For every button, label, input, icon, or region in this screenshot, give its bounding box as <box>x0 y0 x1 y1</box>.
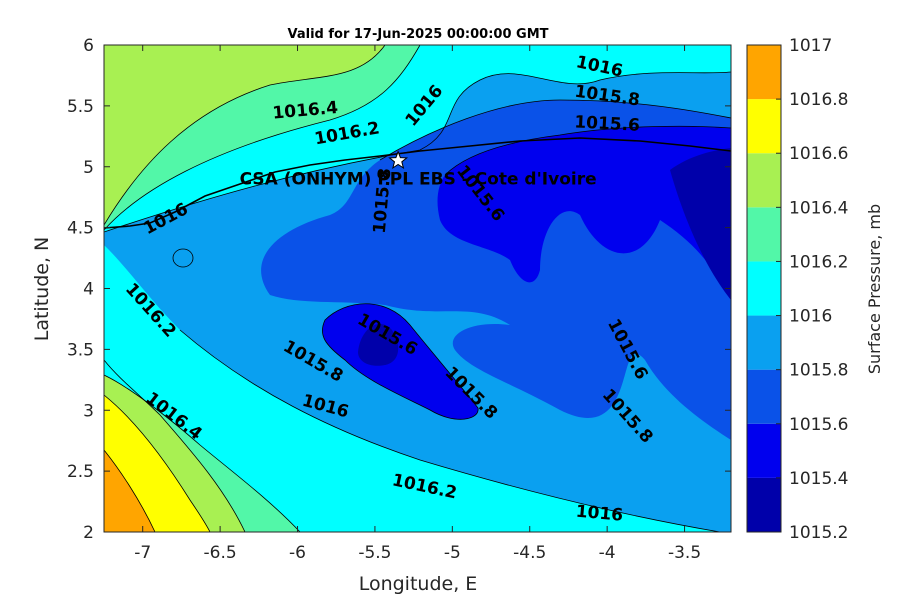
y-tick-label: 4 <box>83 280 94 300</box>
y-tick-label: 2 <box>83 523 94 543</box>
x-tick-label: -5.5 <box>358 543 391 563</box>
field-band-1015-4-south <box>322 303 479 420</box>
y-axis: 2 2.5 3 3.5 4 4.5 5 5.5 6 <box>67 36 731 543</box>
y-tick-label: 5.5 <box>67 97 94 117</box>
y-tick-label: 6 <box>83 36 94 56</box>
x-axis: -7 -6.5 -6 -5.5 -5 -4.5 -4 -3.5 <box>134 45 701 563</box>
colorbar-tick-label: 1016.4 <box>789 198 848 218</box>
y-tick-label: 4.5 <box>67 219 94 239</box>
x-axis-label: Longitude, E <box>359 573 478 595</box>
y-tick-label: 3 <box>83 401 94 421</box>
y-tick-label: 5 <box>83 158 94 178</box>
colorbar-tick-label: 1015.2 <box>789 523 848 543</box>
x-tick-label: -4.5 <box>513 543 546 563</box>
y-axis-label: Latitude, N <box>31 237 53 342</box>
plot-area <box>104 45 731 532</box>
coastline <box>104 137 731 229</box>
contour-label: 1015.6 <box>574 112 641 135</box>
x-tick-label: -6 <box>289 543 306 563</box>
colorbar-swatch <box>747 423 781 478</box>
colorbar-tick-label: 1016.2 <box>789 252 848 272</box>
colorbar-swatch <box>747 315 781 370</box>
x-tick-label: -4 <box>599 543 616 563</box>
colorbar-frame <box>746 44 782 533</box>
colorbar-tick-label: 1016.8 <box>789 90 848 110</box>
colorbar-swatch <box>747 153 781 208</box>
colorbar-tick-label: 1015.6 <box>789 415 848 435</box>
x-tick-label: -3.5 <box>668 543 701 563</box>
field-band-1015-4-north <box>437 126 731 300</box>
colorbar-tick-label: 1016.6 <box>789 144 848 164</box>
colorbar-label: Surface Pressure, mb <box>865 204 884 374</box>
y-tick-label: 3.5 <box>67 340 94 360</box>
field-band-1015-2-south <box>358 323 399 366</box>
field-band-1016-small-cell <box>172 248 194 268</box>
x-tick-label: -6.5 <box>204 543 237 563</box>
colorbar-tick-label: 1016 <box>789 307 832 327</box>
contour-lines <box>104 45 731 532</box>
site-label: CSA (ONHYM) PPL EBS - Cote d'Ivoire <box>240 170 597 190</box>
colorbar-swatch <box>747 45 781 100</box>
colorbar-swatch <box>747 99 781 154</box>
colorbar-tick-label: 1017 <box>789 36 832 56</box>
field-band-1015-2 <box>670 148 731 300</box>
y-tick-label: 2.5 <box>67 462 94 482</box>
site-star-icon <box>388 150 409 170</box>
field-band-1016-8-corner <box>104 450 155 532</box>
site-marker-group: CSA (ONHYM) PPL EBS - Cote d'Ivoire <box>240 150 597 190</box>
chart-title: Valid for 17-Jun-2025 00:00:00 GMT <box>288 27 549 42</box>
colorbar-swatch <box>747 207 781 262</box>
colorbar-swatch <box>747 477 781 532</box>
contour-label: 1016 <box>575 502 624 526</box>
colorbar: 1015.2 1015.4 1015.6 1015.8 1016 1016.2 1016.4… <box>746 36 848 543</box>
x-tick-label: -5 <box>444 543 461 563</box>
colorbar-swatch <box>747 369 781 424</box>
colorbar-swatch <box>747 261 781 316</box>
colorbar-tick-label: 1015.8 <box>789 361 848 381</box>
x-tick-label: -7 <box>134 543 151 563</box>
colorbar-tick-label: 1015.4 <box>789 469 848 489</box>
